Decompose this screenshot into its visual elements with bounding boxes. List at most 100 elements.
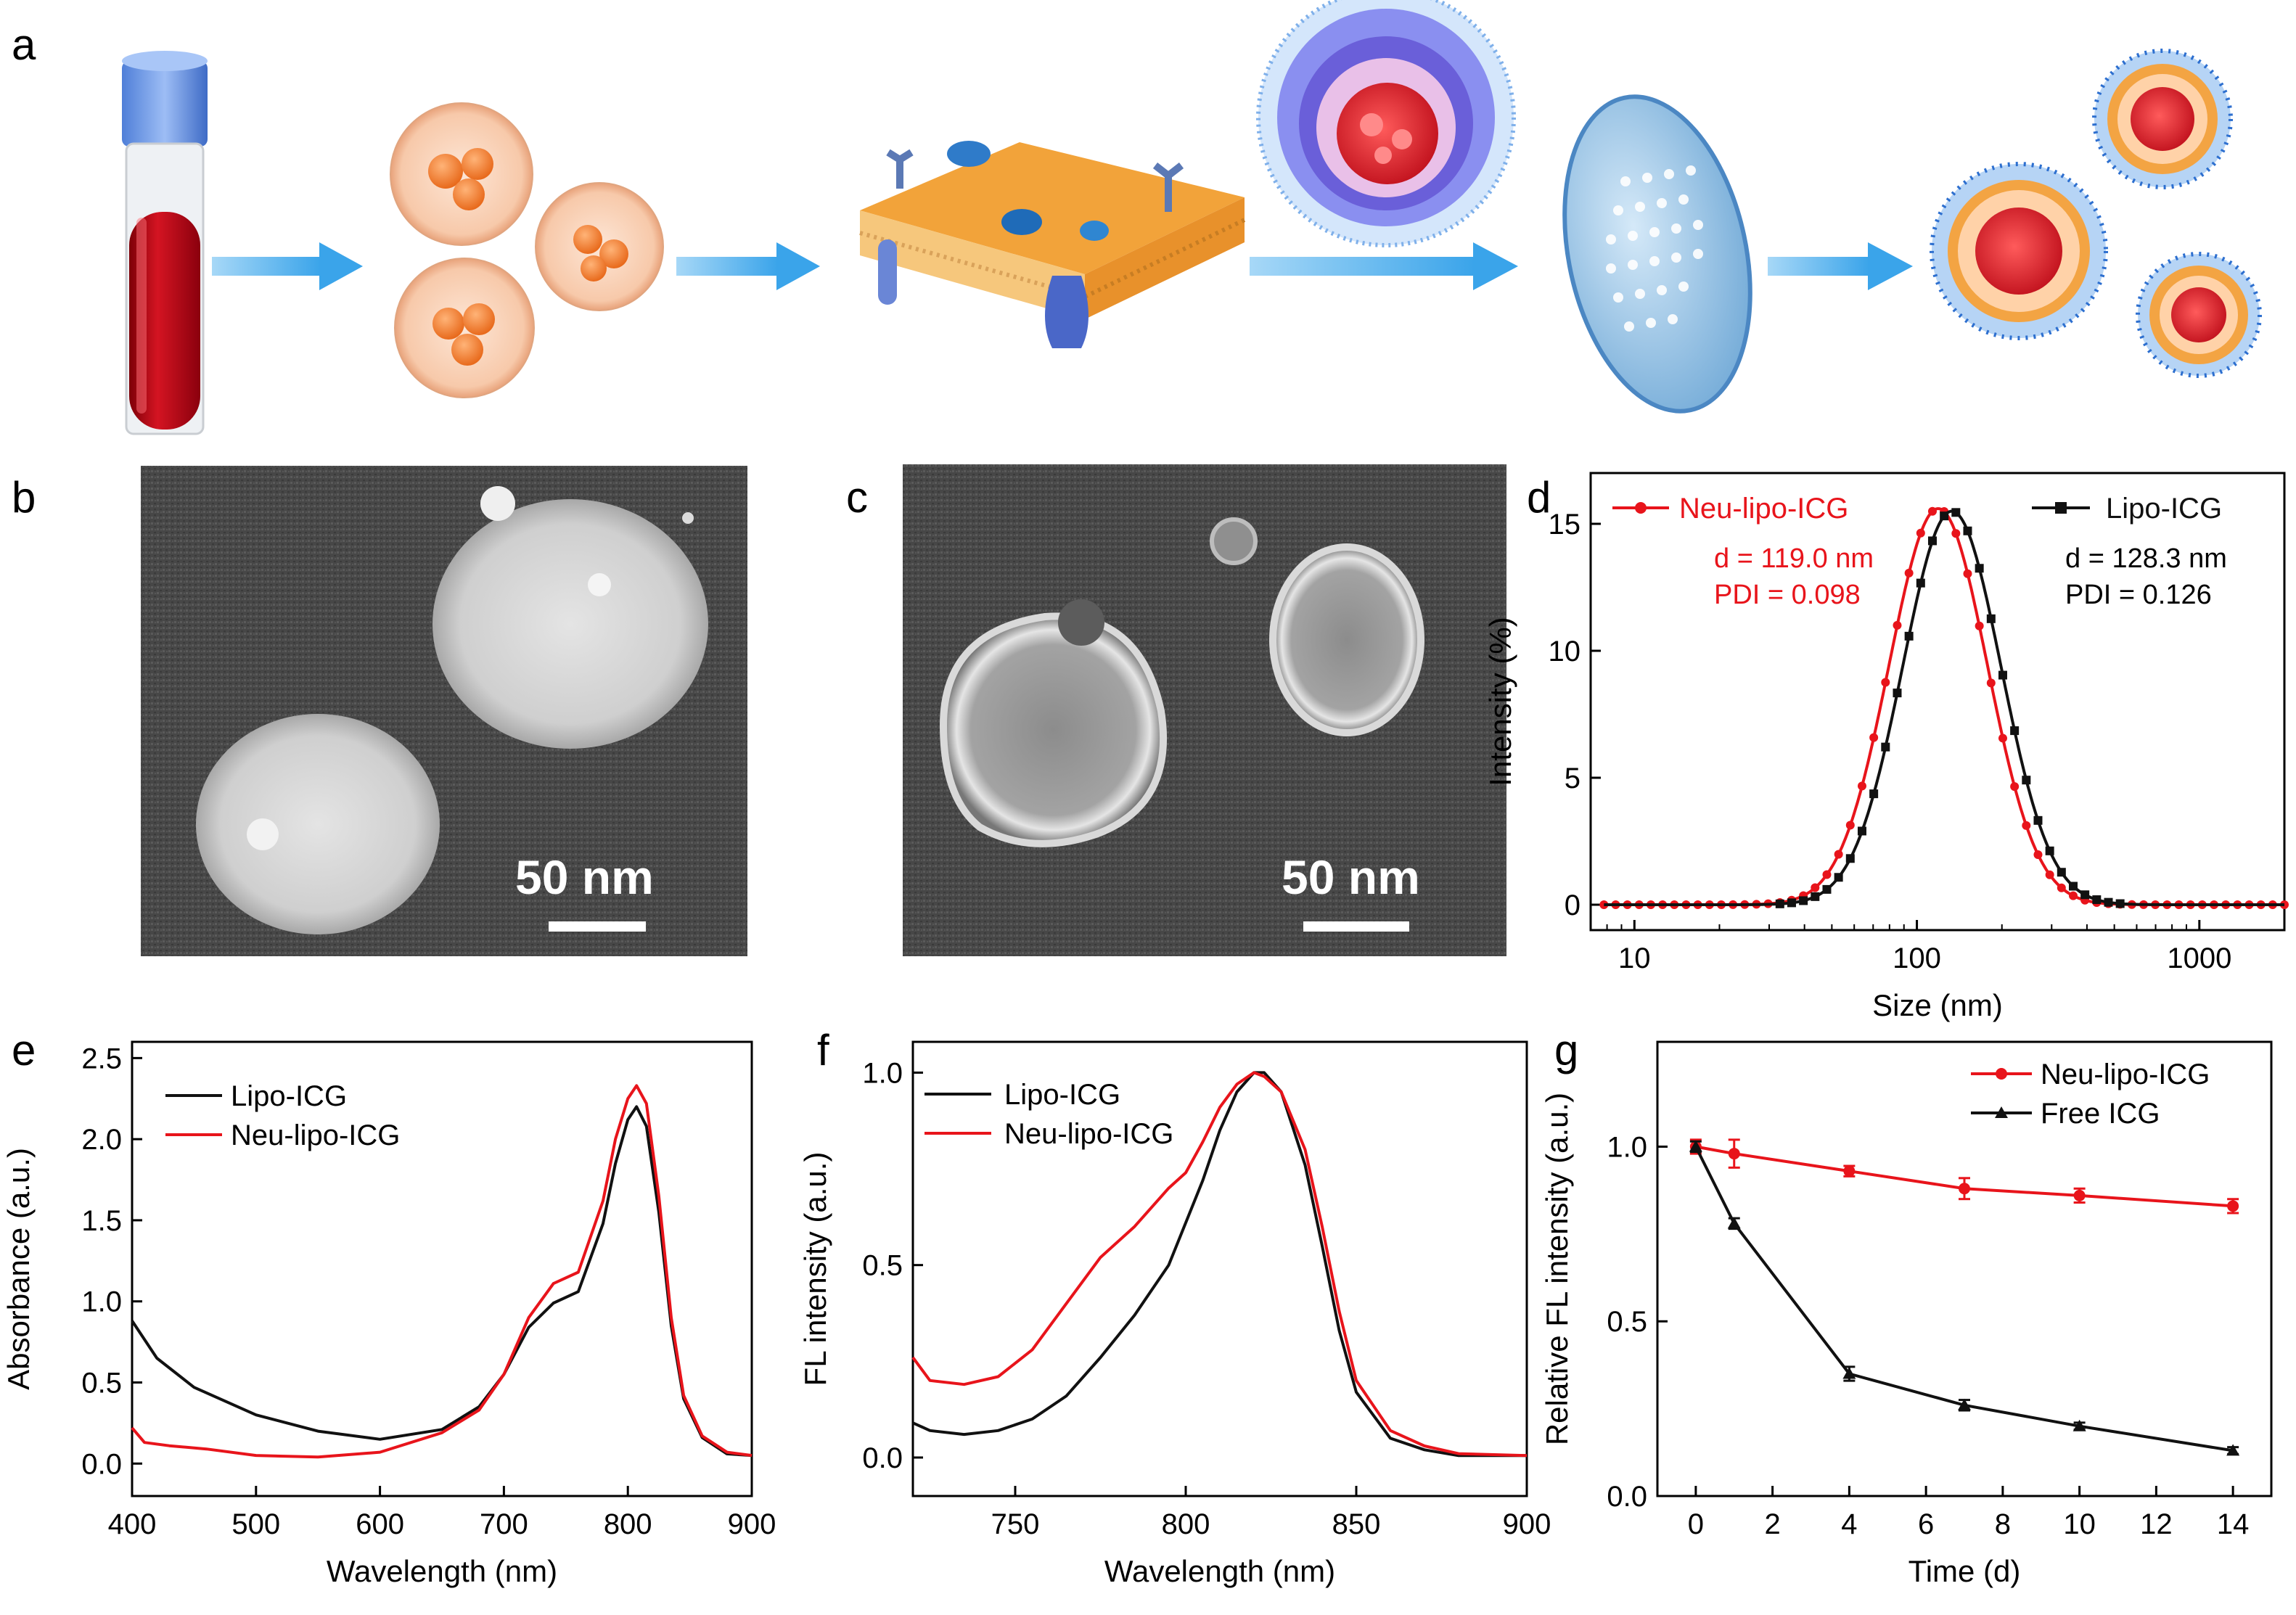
legend-marker bbox=[1996, 1068, 2007, 1080]
legend-label: Neu-lipo-ICG bbox=[1004, 1118, 1173, 1150]
data-point bbox=[2092, 895, 2102, 905]
data-point bbox=[1775, 899, 1784, 908]
x-tick-label: 800 bbox=[604, 1508, 652, 1540]
y-tick-label: 15 bbox=[1549, 509, 1581, 541]
data-point bbox=[1951, 529, 1961, 538]
x-tick-label: 400 bbox=[108, 1508, 157, 1540]
panel-letter-e: e bbox=[12, 1026, 36, 1074]
legend-label: Lipo-ICG bbox=[1004, 1079, 1120, 1111]
y-tick-label: 2.0 bbox=[81, 1124, 122, 1156]
data-point bbox=[1727, 1217, 1741, 1229]
data-point bbox=[1975, 564, 1984, 573]
data-point bbox=[2072, 1419, 2086, 1431]
y-tick-label: 1.0 bbox=[862, 1057, 903, 1089]
x-axis-label: Wavelength (nm) bbox=[327, 1554, 557, 1588]
vesicle-large bbox=[432, 499, 708, 749]
data-point bbox=[1998, 670, 2007, 680]
data-point bbox=[1893, 620, 1902, 630]
data-point bbox=[1845, 854, 1855, 863]
data-point bbox=[1940, 511, 1949, 521]
scale-bar-label: 50 nm bbox=[1282, 850, 1420, 904]
annotation-pdi: PDI = 0.098 bbox=[1714, 580, 1861, 610]
chart-d: 10 100 1000 0 5 10 15 Size (nm) Intensity (%) Neu… bbox=[1483, 472, 2289, 1022]
series-line bbox=[912, 1071, 1527, 1458]
data-point bbox=[1599, 900, 1609, 909]
x-tick-label: 1000 bbox=[2167, 942, 2231, 974]
plot-frame bbox=[1589, 472, 2286, 932]
x-tick-label: 12 bbox=[2140, 1508, 2173, 1540]
x-tick-label: 850 bbox=[1332, 1508, 1381, 1540]
series-line bbox=[131, 1084, 753, 1459]
data-point bbox=[1927, 536, 1937, 546]
data-point bbox=[1728, 1148, 1740, 1160]
x-tick-label: 10 bbox=[1618, 942, 1651, 974]
legend-label: Neu-lipo-ICG bbox=[231, 1119, 400, 1151]
panel-letter-d: d bbox=[1527, 473, 1551, 522]
legend-label: Lipo-ICG bbox=[231, 1080, 347, 1112]
data-point bbox=[2045, 846, 2054, 855]
y-tick-label: 0.5 bbox=[81, 1368, 122, 1400]
data-point bbox=[1893, 689, 1902, 698]
x-tick-label: 900 bbox=[1503, 1508, 1551, 1540]
x-tick-label: 14 bbox=[2217, 1508, 2250, 1540]
arrow-icon bbox=[1768, 242, 1913, 290]
panel-letter-c: c bbox=[846, 473, 868, 522]
data-point bbox=[1958, 1398, 1971, 1410]
data-point bbox=[2057, 883, 2066, 892]
x-tick-label: 700 bbox=[480, 1508, 528, 1540]
y-tick-label: 0.5 bbox=[862, 1250, 903, 1282]
data-point bbox=[2226, 1444, 2240, 1456]
plot-frame bbox=[131, 1040, 753, 1497]
annotation-size: d = 119.0 nm bbox=[1714, 543, 1874, 574]
data-point bbox=[1843, 1165, 1856, 1178]
y-tick-label: 0.0 bbox=[1607, 1481, 1647, 1513]
x-tick-label: 900 bbox=[728, 1508, 776, 1540]
scale-bar-label: 50 nm bbox=[515, 850, 654, 904]
data-point bbox=[2033, 850, 2043, 859]
plot-frame bbox=[911, 1040, 1528, 1497]
x-tick-label: 750 bbox=[991, 1508, 1040, 1540]
x-axis-label: Time (d) bbox=[1908, 1554, 2021, 1588]
data-point bbox=[1959, 1183, 1970, 1195]
arrow-icon bbox=[212, 242, 363, 290]
x-tick-label: 8 bbox=[1995, 1508, 2011, 1540]
neutrophil-icon bbox=[390, 102, 664, 398]
data-point bbox=[1869, 789, 1879, 799]
panel-b: b 50 nm bbox=[12, 466, 747, 956]
chart-g: 0 2 4 6 8 10 12 14 0.0 0.5 1.0 Time (d) Relative FL … bbox=[1540, 1040, 2273, 1588]
data-point bbox=[2115, 899, 2125, 908]
legend-label: Neu-lipo-ICG bbox=[1679, 493, 1848, 525]
x-tick-label: 600 bbox=[356, 1508, 404, 1540]
data-point bbox=[1842, 1367, 1856, 1379]
plot-frame bbox=[1656, 1040, 2273, 1497]
legend-label: Free ICG bbox=[2041, 1098, 2160, 1130]
data-point bbox=[1834, 850, 1843, 859]
legend-marker bbox=[1995, 1106, 2008, 1118]
x-axis-label: Wavelength (nm) bbox=[1104, 1554, 1335, 1588]
panel-c: c 50 nm bbox=[846, 464, 1506, 956]
y-tick-label: 0.0 bbox=[862, 1442, 903, 1474]
data-point bbox=[1986, 614, 1996, 623]
x-tick-label: 6 bbox=[1918, 1508, 1934, 1540]
data-point bbox=[1811, 892, 1820, 901]
legend-label: Lipo-ICG bbox=[2106, 493, 2222, 525]
data-point bbox=[2022, 776, 2031, 785]
legend-label: Neu-lipo-ICG bbox=[2041, 1059, 2210, 1090]
data-point bbox=[2068, 882, 2078, 891]
scale-bar bbox=[549, 921, 646, 932]
y-tick-label: 0 bbox=[1565, 889, 1580, 921]
arrow-icon bbox=[676, 242, 820, 290]
data-point bbox=[1869, 733, 1879, 742]
data-point bbox=[1834, 873, 1843, 882]
data-point bbox=[1845, 821, 1855, 830]
data-point bbox=[2010, 782, 2020, 792]
x-axis-label: Size (nm) bbox=[1872, 988, 2003, 1022]
panel-letter-f: f bbox=[817, 1026, 829, 1074]
chart-f: 750 800 850 900 0.0 0.5 1.0 Wavelength (nm) FL i… bbox=[798, 1040, 1551, 1588]
data-point bbox=[2080, 890, 2090, 900]
data-point bbox=[1857, 781, 1866, 791]
legend-marker bbox=[2055, 502, 2067, 514]
vesicle-right bbox=[1269, 543, 1424, 736]
extrusion-membrane-icon bbox=[1562, 94, 1752, 414]
